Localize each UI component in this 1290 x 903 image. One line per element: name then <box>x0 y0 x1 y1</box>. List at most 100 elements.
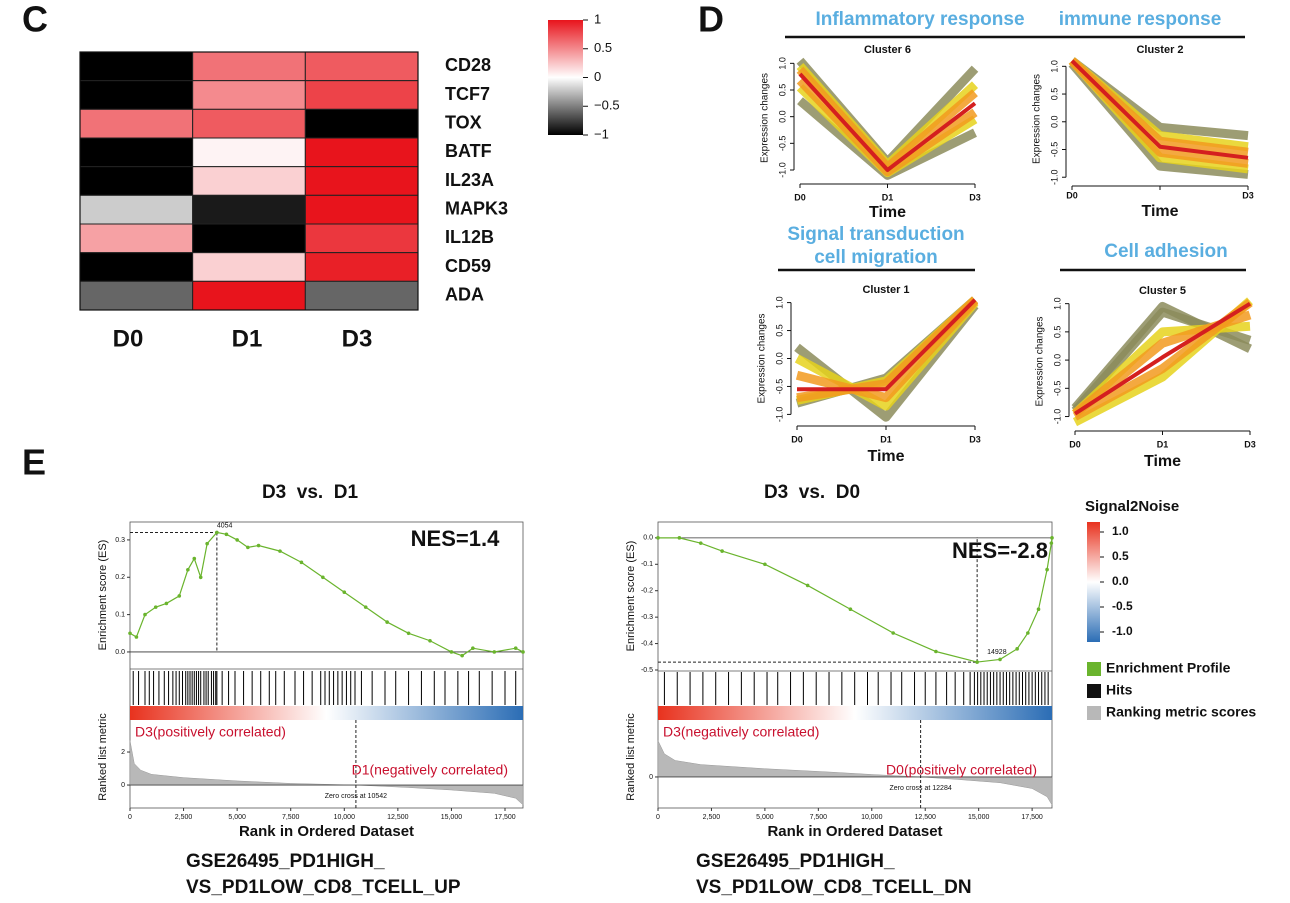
rank-colorbar <box>658 706 1052 720</box>
legend-swatch <box>1087 706 1101 720</box>
es-point <box>471 646 475 651</box>
es-point <box>128 631 132 636</box>
cluster-title: Cluster 6 <box>864 44 911 56</box>
es-point <box>1015 647 1019 651</box>
legend-tick-label: 1.0 <box>1112 524 1129 538</box>
cluster-header: Inflammatory response <box>815 9 1024 30</box>
cluster-header: Cell adhesion <box>1104 241 1228 262</box>
y-tick-label: -0.5 <box>1049 142 1059 158</box>
es-point <box>235 538 239 542</box>
x-tick-label: 0 <box>128 814 132 821</box>
es-point <box>677 536 682 540</box>
es-point <box>186 567 190 572</box>
y-tick-label: 0.5 <box>1052 326 1062 339</box>
pos-label: D3(negatively correlated) <box>663 724 819 740</box>
legend-tick-label: -1.0 <box>1112 624 1133 638</box>
es-point <box>934 649 938 654</box>
y-tick-label: -0.1 <box>641 561 653 568</box>
es-point <box>1036 607 1041 612</box>
legend-colorbar <box>1087 522 1100 642</box>
cluster-header: immune response <box>1059 9 1222 30</box>
legend-tick-label: 0.5 <box>1112 549 1129 563</box>
es-point <box>246 545 250 550</box>
row-label: TOX <box>445 112 482 132</box>
x-tick-label: D3 <box>969 434 981 444</box>
heatmap-cell <box>304 223 419 254</box>
heatmap-cell <box>79 80 194 110</box>
zero-cross-label: Zero cross at 12284 <box>889 785 951 792</box>
x-tick-label: 2,500 <box>703 814 721 821</box>
y-tick-label: -0.5 <box>777 136 787 152</box>
y-tick-label: -1.0 <box>774 407 784 423</box>
es-frame <box>129 521 524 809</box>
gsea-title: D3 vs. D0 <box>764 482 860 503</box>
es-axis-label: Enrichment score (ES) <box>97 540 109 651</box>
rank-colorbar <box>130 706 523 720</box>
colorbar-label: −0.5 <box>594 98 620 113</box>
y-tick-label: -0.5 <box>774 379 784 395</box>
es-point <box>998 657 1002 662</box>
y-tick-label: 0.0 <box>1052 354 1062 367</box>
es-point <box>492 650 497 654</box>
es-point <box>321 575 325 580</box>
es-point <box>177 594 182 598</box>
heatmap-cell <box>304 137 419 168</box>
heatmap-cell <box>192 51 306 82</box>
heatmap-cell <box>79 194 194 225</box>
gene-set-name: VS_PD1LOW_CD8_TCELL_DN <box>696 877 972 898</box>
pos-label: D3(positively correlated) <box>135 724 286 740</box>
cluster-line <box>798 72 977 172</box>
y-axis-label: Expression changes <box>1035 316 1046 406</box>
es-point <box>460 653 464 658</box>
colorbar-label: 1 <box>594 11 601 26</box>
cluster-line <box>797 298 977 392</box>
legend-tick-label: 0.0 <box>1112 574 1129 588</box>
es-curve <box>129 531 524 657</box>
nes-label: NES=-2.8 <box>952 538 1048 563</box>
column-label: D0 <box>113 325 144 352</box>
y-tick-label: 0.5 <box>774 324 784 337</box>
y-tick-label: 0.0 <box>777 110 787 123</box>
heatmap-cell <box>192 252 306 282</box>
heatmap-border <box>79 51 419 311</box>
cluster-line <box>1073 301 1252 416</box>
cluster-header: Signal transduction <box>787 224 964 245</box>
x-tick-label: 15,000 <box>968 814 990 821</box>
metric-area <box>129 740 524 806</box>
gene-set-name: GSE26495_PD1HIGH_ <box>186 851 385 872</box>
y-tick-label: -0.5 <box>1052 381 1062 397</box>
x-tick-label: 15,000 <box>441 814 463 821</box>
y-tick-label: 0.3 <box>115 537 125 544</box>
es-point <box>521 650 525 654</box>
cluster-header: cell migration <box>814 247 938 268</box>
es-point <box>848 607 853 612</box>
metric-area <box>657 740 1053 806</box>
panel-label: C <box>22 0 48 40</box>
row-label: CD59 <box>445 256 491 276</box>
neg-label: D0(positively correlated) <box>886 762 1037 778</box>
heatmap-cell <box>79 137 194 168</box>
legend-label: Enrichment Profile <box>1106 660 1231 676</box>
neg-label: D1(negatively correlated) <box>352 762 508 778</box>
y-tick-label: 0 <box>649 774 653 781</box>
y-tick-label: 1.0 <box>1049 60 1059 73</box>
heatmap-cell <box>79 108 194 139</box>
y-axis-label: Expression changes <box>757 313 768 403</box>
heatmap-cell <box>304 51 419 82</box>
es-point <box>134 635 139 639</box>
y-tick-label: 0.0 <box>1049 116 1059 129</box>
colorbar-label: 0.5 <box>594 40 612 55</box>
colorbar-label: −1 <box>594 126 609 141</box>
x-tick-label: 10,000 <box>861 814 883 821</box>
es-point <box>153 605 158 609</box>
heatmap-cell <box>192 280 306 311</box>
x-tick-label: 5,000 <box>756 814 774 821</box>
es-point <box>192 556 197 561</box>
y-tick-label: 0.0 <box>115 649 125 656</box>
row-label: BATF <box>445 141 492 161</box>
peak-label: 4054 <box>217 522 233 529</box>
es-point <box>1026 631 1030 635</box>
metric-axis-label: Ranked list metric <box>97 713 109 801</box>
cluster-title: Cluster 5 <box>1139 285 1186 297</box>
heatmap-cell <box>304 80 419 110</box>
